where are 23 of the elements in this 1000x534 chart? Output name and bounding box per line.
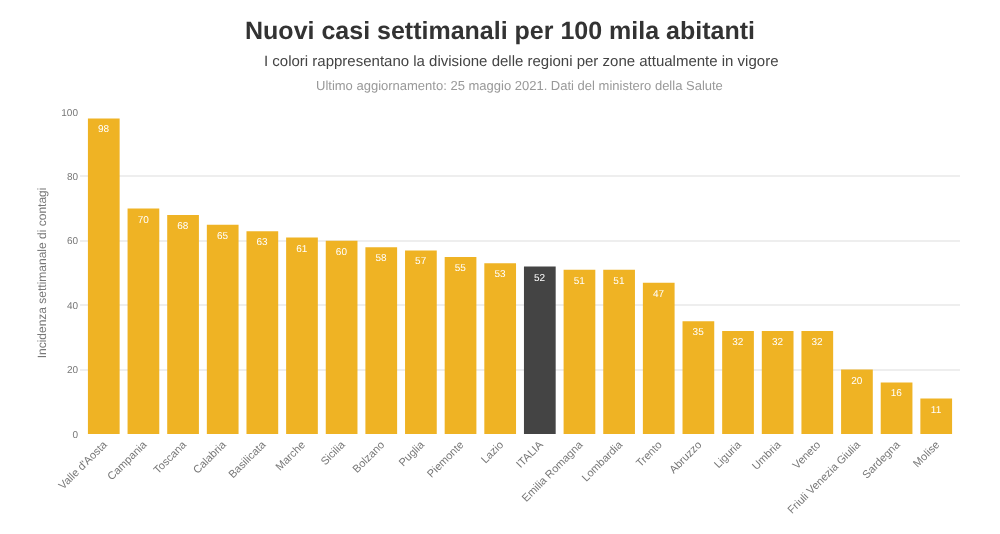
bar bbox=[444, 256, 477, 434]
bar bbox=[920, 398, 953, 434]
bar bbox=[87, 118, 120, 434]
bar bbox=[841, 369, 873, 434]
chart-title: Nuovi casi settimanali per 100 mila abitanti bbox=[245, 16, 755, 45]
bar bbox=[405, 250, 437, 434]
bar bbox=[563, 269, 596, 434]
bar bbox=[206, 224, 239, 434]
bar bbox=[801, 330, 834, 434]
bar bbox=[642, 282, 675, 434]
bar bbox=[167, 215, 199, 434]
bar bbox=[246, 231, 279, 434]
bar bbox=[722, 330, 754, 434]
bar bbox=[127, 208, 160, 434]
bar bbox=[880, 382, 913, 434]
bar bbox=[523, 266, 556, 434]
bar bbox=[286, 237, 318, 434]
bar bbox=[761, 330, 794, 434]
bar bbox=[484, 263, 517, 434]
bar bbox=[365, 247, 398, 434]
bar bbox=[603, 269, 635, 434]
bar bbox=[682, 321, 715, 434]
bar bbox=[325, 240, 358, 434]
